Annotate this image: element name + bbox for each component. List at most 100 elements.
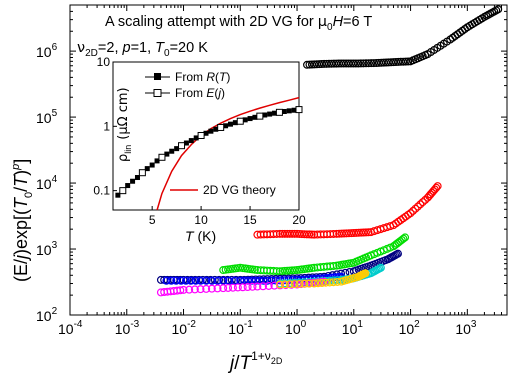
main-data-point [281,281,290,290]
main-data-point [359,59,368,68]
main-data-point [305,230,314,239]
main-data-point [290,266,299,275]
main-data-point [321,278,330,287]
inset-point-from-e-j [275,108,283,116]
main-data-point [329,278,338,287]
main-data-point [263,276,272,285]
main-data-point [238,283,247,292]
inset-series [115,96,303,211]
inset-chart: 5 10 15 20 0.1 1 10 From R(T) From E(j) 2D VG … [93,55,306,244]
main-data-point [213,276,222,285]
main-y-tick-label: 105 [36,108,58,126]
main-data-point [191,276,200,285]
main-series [156,5,503,297]
main-data-point [418,198,427,207]
main-data-point [167,276,176,285]
main-data-point [376,263,385,272]
main-data-point [416,200,425,209]
main-x-axis-label: j/T1+ν2D [227,349,283,374]
main-data-point [354,59,363,68]
main-data-point [317,278,326,287]
main-data-point [259,282,268,291]
main-data-point [190,285,199,294]
inset-point-from-r-t [208,128,214,134]
main-data-point [253,282,262,291]
inset-point-from-r-t [125,183,131,189]
inset-point-from-e-j [158,153,166,161]
main-data-point [233,283,242,292]
main-data-point [275,280,284,289]
inset-x-tick-label: 15 [243,213,257,227]
main-data-point [177,276,186,285]
inset-point-from-e-j [217,123,225,131]
parameter-annotation: ν2D=2, p=1, T0=20 K [77,40,208,59]
main-data-point [300,279,309,288]
main-data-point [290,280,299,289]
inset-point-from-r-t [227,121,233,127]
main-data-point [356,59,365,68]
inset-point-from-r-t [193,135,199,141]
inset-point-from-e-j [138,169,146,177]
main-data-point [349,59,358,68]
main-data-point [202,284,211,293]
main-data-point [364,228,373,237]
main-series-group [275,269,370,289]
inset-point-from-r-t [169,148,175,154]
main-data-point [172,276,181,285]
main-data-point [272,267,281,276]
main-data-point [305,279,314,288]
inset-point-from-r-t [247,116,253,122]
inset-point-from-r-t [272,110,278,116]
main-series-group [219,233,410,276]
inset-point-from-r-t [232,120,238,126]
main-data-point [404,57,413,66]
main-x-tick-label: 103 [455,319,477,337]
legend-label-from-e-j: From E(j) [175,86,225,100]
main-data-point [310,279,319,288]
main-x-tick-label: 10-1 [228,319,253,337]
main-data-point [409,206,418,215]
inset-point-from-e-j [236,117,244,125]
main-x-tick-label: 10-4 [58,319,83,337]
inset-y-axis-label: ρlin(μΩ cm) [116,87,133,162]
inset-point-from-r-t [223,123,229,129]
inset-point-from-e-j [197,131,205,139]
main-y-tick-label: 102 [36,306,58,324]
main-data-point [224,283,233,292]
inset-point-from-r-t [164,151,170,157]
main-ticks: 10-4 10-3 10-2 10-1 100 101 102 103102103104105… [36,4,508,337]
main-data-point [196,276,205,285]
legend-marker-open-square [153,89,162,97]
inset-ticks: 5 10 15 20 0.1 1 10 [93,55,306,227]
main-data-point [361,269,370,278]
inset-plot-frame [112,61,300,211]
theory-curve [156,96,300,211]
inset-x-tick-label: 10 [194,213,208,227]
main-data-point [207,276,216,285]
main-data-point [243,283,252,292]
main-data-point [185,285,194,294]
main-data-point [213,284,222,293]
main-data-point [272,229,281,238]
main-data-point [207,284,216,293]
main-data-point [313,279,322,288]
inset-point-from-r-t [286,108,292,114]
main-data-point [399,234,408,243]
main-data-point [433,182,442,191]
main-data-point [369,59,378,68]
theory-label: 2D VG theory [203,183,276,197]
inset-point-from-r-t [203,130,209,136]
main-data-point [307,230,316,239]
main-data-point [259,276,268,285]
main-x-tick-label: 102 [399,319,421,337]
inset-legend: From R(T) From E(j) [145,70,230,100]
inset-point-from-r-t [242,117,248,123]
main-data-point [228,283,237,292]
main-data-point [219,284,228,293]
main-data-point [329,229,338,238]
main-data-point [162,276,171,285]
inset-point-from-r-t [174,146,180,152]
inset-point-from-r-t [149,162,155,168]
inset-x-tick-label: 5 [149,213,156,227]
